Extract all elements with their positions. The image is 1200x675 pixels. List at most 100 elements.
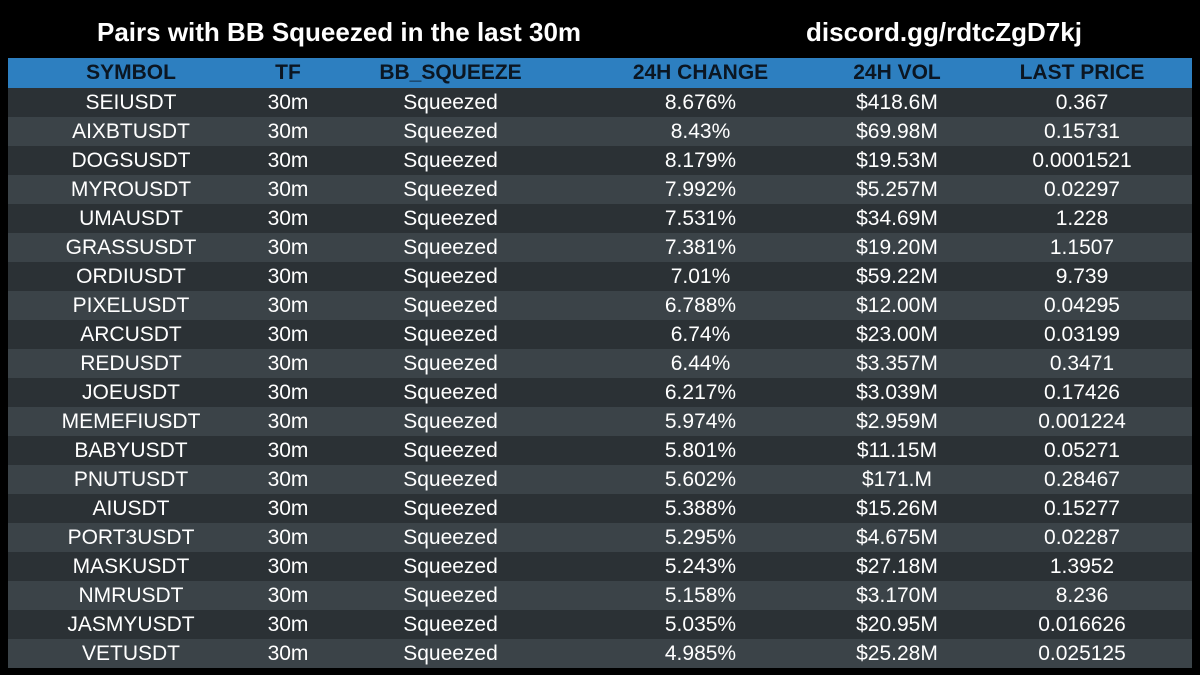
cell-24h-vol: $3.170M [856,584,938,607]
cell-24h-vol: $3.357M [856,352,938,375]
cell-last-price: 0.04295 [1044,294,1120,317]
cell-bb-squeeze: Squeezed [403,207,498,230]
cell-symbol: MASKUSDT [72,555,190,578]
cell-last-price: 0.367 [1055,91,1109,114]
cell-24h-vol: $2.959M [856,410,938,433]
cell-bb-squeeze: Squeezed [403,120,498,143]
cell-24h-change: 7.01% [670,265,731,288]
table-row: BABYUSDT 30m Squeezed 5.801% $11.15M 0.05271 [8,436,1192,465]
column-header-tf: TF [275,61,301,84]
column-header-last-price: LAST PRICE [1019,61,1145,84]
cell-last-price: 0.17426 [1044,381,1120,404]
cell-last-price: 0.016626 [1038,613,1126,636]
cell-bb-squeeze: Squeezed [403,439,498,462]
column-header-symbol: SYMBOL [86,61,176,84]
cell-24h-change: 5.602% [664,468,737,491]
table-row: SEIUSDT 30m Squeezed 8.676% $418.6M 0.367 [8,88,1192,117]
cell-symbol: JOEUSDT [81,381,180,404]
cell-24h-vol: $11.15M [856,439,938,462]
cell-24h-change: 4.985% [664,642,737,665]
column-header-24h-change: 24H CHANGE [632,61,769,84]
cell-tf: 30m [267,149,309,172]
table-row: JOEUSDT 30m Squeezed 6.217% $3.039M 0.17426 [8,378,1192,407]
cell-tf: 30m [267,584,309,607]
cell-tf: 30m [267,555,309,578]
cell-bb-squeeze: Squeezed [403,497,498,520]
cell-last-price: 0.15731 [1044,120,1120,143]
table-row: ARCUSDT 30m Squeezed 6.74% $23.00M 0.03199 [8,320,1192,349]
cell-24h-change: 7.381% [664,236,737,259]
cell-tf: 30m [267,642,309,665]
cell-symbol: PORT3USDT [67,526,195,549]
cell-symbol: PNUTUSDT [73,468,189,491]
cell-24h-vol: $4.675M [856,526,938,549]
cell-symbol: MYROUSDT [70,178,192,201]
cell-bb-squeeze: Squeezed [403,236,498,259]
cell-symbol: ARCUSDT [80,323,182,346]
table-row: MYROUSDT 30m Squeezed 7.992% $5.257M 0.02297 [8,175,1192,204]
cell-bb-squeeze: Squeezed [403,352,498,375]
cell-24h-change: 5.295% [664,526,737,549]
cell-tf: 30m [267,410,309,433]
cell-bb-squeeze: Squeezed [403,91,498,114]
cell-bb-squeeze: Squeezed [403,265,498,288]
cell-symbol: AIUSDT [92,497,170,520]
cell-24h-change: 5.801% [664,439,737,462]
cell-tf: 30m [267,294,309,317]
cell-bb-squeeze: Squeezed [403,381,498,404]
cell-symbol: UMAUSDT [79,207,183,230]
cell-24h-change: 6.788% [664,294,737,317]
cell-last-price: 0.3471 [1049,352,1115,375]
cell-symbol: BABYUSDT [74,439,188,462]
cell-24h-change: 7.992% [664,178,737,201]
table-body: SEIUSDT 30m Squeezed 8.676% $418.6M 0.367 AIXB… [8,88,1192,668]
cell-24h-vol: $5.257M [856,178,938,201]
cell-bb-squeeze: Squeezed [403,178,498,201]
cell-24h-vol: $25.28M [856,642,938,665]
cell-symbol: VETUSDT [81,642,180,665]
cell-symbol: DOGSUSDT [71,149,191,172]
cell-tf: 30m [267,178,309,201]
cell-tf: 30m [267,207,309,230]
cell-last-price: 0.025125 [1038,642,1126,665]
cell-bb-squeeze: Squeezed [403,149,498,172]
cell-tf: 30m [267,265,309,288]
table-row: REDUSDT 30m Squeezed 6.44% $3.357M 0.3471 [8,349,1192,378]
cell-tf: 30m [267,613,309,636]
page-header: Pairs with BB Squeezed in the last 30m d… [0,0,1200,58]
table-row: UMAUSDT 30m Squeezed 7.531% $34.69M 1.228 [8,204,1192,233]
cell-bb-squeeze: Squeezed [403,555,498,578]
cell-tf: 30m [267,526,309,549]
cell-last-price: 9.739 [1055,265,1109,288]
cell-last-price: 0.0001521 [1032,149,1132,172]
cell-24h-vol: $34.69M [856,207,938,230]
column-header-24h-vol: 24H VOL [853,61,941,84]
cell-symbol: SEIUSDT [85,91,177,114]
table-row: VETUSDT 30m Squeezed 4.985% $25.28M 0.025125 [8,639,1192,668]
cell-24h-change: 5.035% [664,613,737,636]
cell-last-price: 0.03199 [1044,323,1120,346]
cell-24h-vol: $418.6M [856,91,938,114]
table-row: AIXBTUSDT 30m Squeezed 8.43% $69.98M 0.15731 [8,117,1192,146]
cell-bb-squeeze: Squeezed [403,584,498,607]
cell-last-price: 0.001224 [1038,410,1126,433]
table-row: PIXELUSDT 30m Squeezed 6.788% $12.00M 0.04295 [8,291,1192,320]
cell-24h-change: 5.388% [664,497,737,520]
cell-24h-vol: $69.98M [856,120,938,143]
table-row: GRASSUSDT 30m Squeezed 7.381% $19.20M 1.1507 [8,233,1192,262]
cell-last-price: 8.236 [1055,584,1109,607]
table-row: MEMEFIUSDT 30m Squeezed 5.974% $2.959M 0.0012… [8,407,1192,436]
table-row: NMRUSDT 30m Squeezed 5.158% $3.170M 8.236 [8,581,1192,610]
cell-24h-vol: $19.20M [856,236,938,259]
table-row: ORDIUSDT 30m Squeezed 7.01% $59.22M 9.739 [8,262,1192,291]
cell-tf: 30m [267,323,309,346]
cell-24h-change: 8.179% [664,149,737,172]
cell-tf: 30m [267,120,309,143]
cell-bb-squeeze: Squeezed [403,642,498,665]
column-header-bb-squeeze: BB_SQUEEZE [379,61,522,84]
table-row: DOGSUSDT 30m Squeezed 8.179% $19.53M 0.000152… [8,146,1192,175]
cell-last-price: 1.228 [1055,207,1109,230]
cell-symbol: ORDIUSDT [76,265,186,288]
cell-last-price: 0.02287 [1044,526,1120,549]
table-row: PNUTUSDT 30m Squeezed 5.602% $171.M 0.28467 [8,465,1192,494]
